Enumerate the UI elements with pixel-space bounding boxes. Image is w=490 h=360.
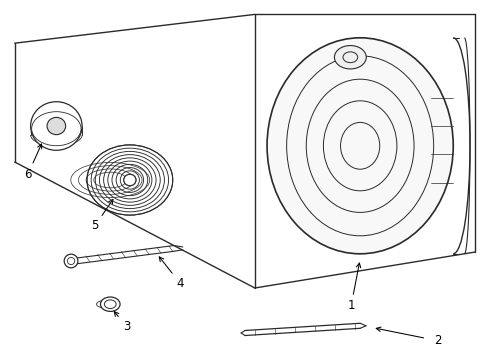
Text: 3: 3 [122,320,130,333]
Ellipse shape [267,38,453,254]
Text: 1: 1 [347,300,355,312]
Ellipse shape [47,117,66,135]
Ellipse shape [100,297,120,311]
Ellipse shape [87,145,172,215]
Ellipse shape [123,174,136,186]
Text: 6: 6 [24,168,32,181]
Ellipse shape [64,254,78,268]
Ellipse shape [334,45,366,69]
Ellipse shape [30,102,82,150]
Text: 4: 4 [176,277,184,290]
Text: 5: 5 [91,219,98,232]
Text: 2: 2 [434,334,442,347]
